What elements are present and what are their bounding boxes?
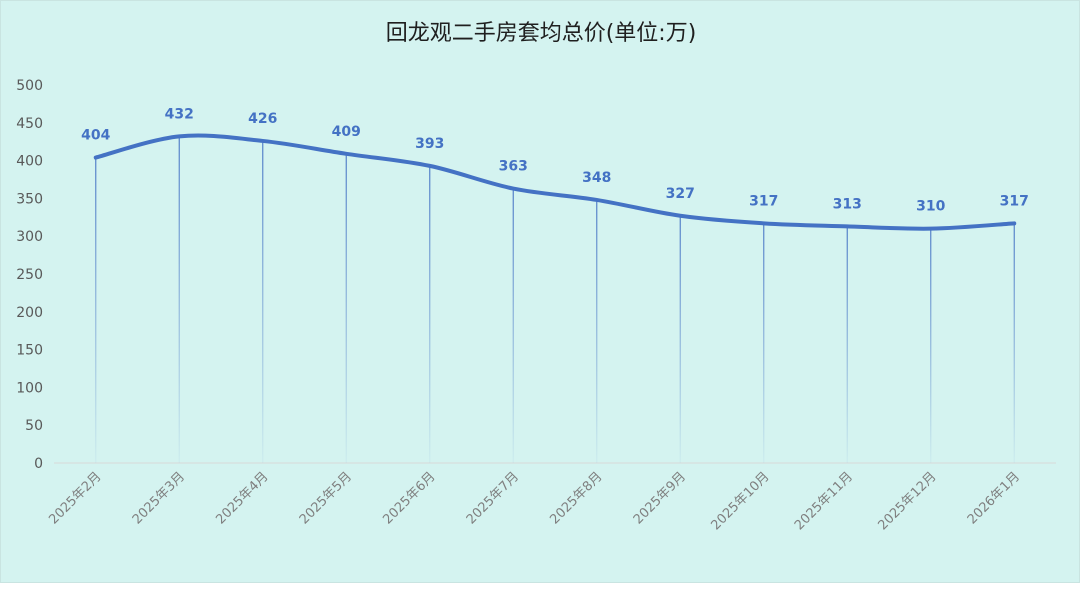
x-tick-label: 2026年1月: [965, 469, 1023, 527]
y-tick-label: 350: [16, 191, 43, 207]
data-label: 426: [248, 111, 277, 127]
drop-line: [1013, 223, 1015, 463]
y-tick-label: 150: [16, 343, 43, 359]
x-tick-label: 2025年9月: [631, 469, 689, 527]
drop-line: [846, 226, 848, 463]
data-label: 348: [582, 170, 611, 186]
y-tick-label: 50: [25, 418, 43, 434]
data-label: 327: [666, 186, 695, 202]
x-tick-label: 2025年5月: [297, 469, 355, 527]
drop-line: [178, 136, 180, 463]
data-label: 317: [749, 193, 778, 209]
y-tick-label: 0: [34, 456, 43, 472]
y-tick-label: 500: [16, 78, 43, 94]
y-tick-label: 450: [16, 116, 43, 132]
x-tick-label: 2025年8月: [547, 469, 605, 527]
x-tick-label: 2025年2月: [46, 469, 104, 527]
x-tick-label: 2025年11月: [792, 469, 856, 533]
data-label: 313: [833, 196, 862, 212]
drop-line: [512, 188, 514, 463]
y-tick-label: 200: [16, 305, 43, 321]
chart-title: 回龙观二手房套均总价(单位:万): [385, 21, 697, 46]
drop-line: [262, 140, 264, 463]
y-tick-label: 400: [16, 154, 43, 170]
data-label: 404: [81, 128, 110, 144]
x-axis: 2025年2月 2025年3月 2025年4月 2025年5月 2025年6月 2025年…: [46, 462, 1056, 533]
drop-line: [763, 223, 765, 463]
drop-line: [345, 153, 347, 463]
drop-line: [429, 165, 431, 463]
y-axis: 0 50 100 150 200 250 300 350 400 450 500: [16, 78, 43, 472]
drop-line: [930, 228, 932, 463]
data-label: 393: [415, 136, 444, 152]
drop-line: [95, 157, 97, 464]
x-tick-label: 2025年3月: [130, 469, 188, 527]
data-label: 310: [916, 199, 945, 215]
drop-lines: [95, 136, 1015, 464]
x-tick-label: 2025年4月: [213, 469, 271, 527]
drop-line: [679, 215, 681, 463]
y-tick-label: 300: [16, 229, 43, 245]
data-label: 363: [499, 159, 528, 175]
drop-line: [596, 199, 598, 464]
x-tick-label: 2025年10月: [708, 469, 772, 533]
chart-area: 回龙观二手房套均总价(单位:万) 0 50 100 150 200 250 300 350 40…: [0, 0, 1080, 583]
data-label: 317: [1000, 193, 1029, 209]
y-tick-label: 250: [16, 267, 43, 283]
series-line: [93, 133, 1017, 231]
data-label: 432: [165, 106, 194, 122]
data-label: 409: [332, 124, 361, 140]
data-labels: 404 432 426 409 393 363 348 327 317 313 310 317: [81, 106, 1029, 214]
y-tick-label: 100: [16, 380, 43, 396]
x-tick-label: 2025年6月: [380, 469, 438, 527]
x-tick-label: 2025年7月: [464, 469, 522, 527]
series-layer: [93, 133, 1017, 231]
x-tick-label: 2025年12月: [875, 469, 939, 533]
